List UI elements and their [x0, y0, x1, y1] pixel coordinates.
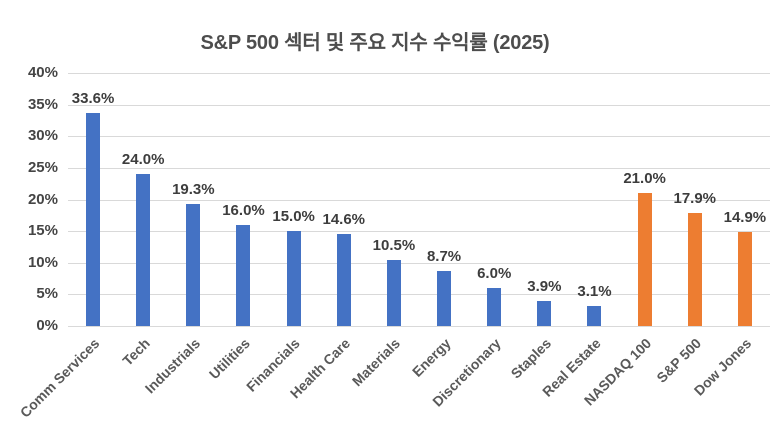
bar-discretionary: [487, 288, 502, 326]
value-label-utilities: 16.0%: [222, 201, 265, 219]
column-discretionary: 6.0% Discretionary: [429, 73, 519, 410]
plot-area: 33.6% Comm Services 24.0% Tech 19.3% Industri…: [17, 73, 770, 421]
y-axis-tick-label: 30%: [27, 127, 58, 145]
bar-staples: [537, 301, 552, 326]
chart-title: S&P 500 섹터 및 주요 지수 수익률 (2025): [200, 32, 550, 54]
bar-s-p-500: [687, 212, 702, 326]
column-materials: 10.5% Materials: [349, 73, 419, 390]
x-axis-label-energy: Energy: [408, 335, 454, 380]
x-axis-label-staples: Staples: [507, 335, 554, 382]
bar-financials: [286, 231, 301, 326]
gridline: [68, 231, 770, 233]
column-staples: 3.9% Staples: [507, 73, 569, 381]
value-label-financials: 15.0%: [272, 208, 315, 226]
y-axis-tick-label: 5%: [36, 285, 58, 303]
value-label-staples: 3.9%: [527, 278, 562, 296]
value-label-nasdaq-100: 21.0%: [623, 170, 666, 188]
value-label-health-care: 14.6%: [322, 210, 366, 228]
y-axis-tick-label: 0%: [36, 317, 58, 334]
value-label-dow-jones: 14.9%: [723, 208, 767, 226]
y-axis: 0% 5% 10% 15% 20% 25% 30% 35% 40%: [0, 65, 58, 334]
bar-tech: [136, 174, 151, 326]
x-axis-label-tech: Tech: [118, 335, 153, 369]
value-label-comm-services: 33.6%: [71, 90, 115, 108]
bar-nasdaq-100: [637, 193, 652, 326]
y-axis-tick-label: 10%: [27, 253, 58, 271]
y-axis-tick-label: 25%: [27, 158, 58, 176]
x-axis-label-utilities: Utilities: [205, 335, 253, 383]
gridline: [68, 73, 770, 74]
gridline: [68, 294, 770, 296]
bar-health-care: [336, 233, 351, 326]
column-real-estate: 3.1% Real Estate: [539, 73, 619, 399]
y-axis-tick-label: 15%: [27, 222, 58, 240]
bar-materials: [386, 259, 401, 326]
x-axis-label-comm-services: Comm Services: [16, 335, 103, 421]
y-axis-tick-label: 40%: [27, 64, 58, 81]
value-label-energy: 8.7%: [426, 247, 462, 265]
bar-utilities: [236, 224, 251, 326]
bar-comm-services: [86, 113, 101, 326]
bar-columns: 33.6% Comm Services 24.0% Tech 19.3% Industri…: [17, 73, 770, 420]
column-health-care: 14.6% Health Care: [287, 73, 369, 402]
value-label-tech: 24.0%: [121, 151, 165, 169]
bar-energy: [437, 270, 452, 326]
gridline: [68, 167, 770, 169]
value-label-real-estate: 3.1%: [577, 283, 612, 301]
value-label-discretionary: 6.0%: [477, 265, 512, 283]
value-label-materials: 10.5%: [372, 236, 416, 254]
gridline: [68, 199, 770, 201]
gridline: [68, 326, 770, 327]
x-axis-label-s-p-500: S&P 500: [653, 335, 705, 386]
y-axis-tick-label: 20%: [27, 190, 58, 208]
y-axis-tick-label: 35%: [27, 95, 58, 113]
bar-industrials: [186, 203, 201, 326]
column-s-p-500: 17.9% S&P 500: [653, 73, 720, 386]
value-label-s-p-500: 17.9%: [673, 189, 717, 207]
x-axis-label-materials: Materials: [348, 335, 404, 390]
column-dow-jones: 14.9% Dow Jones: [691, 73, 770, 399]
column-industrials: 19.3% Industrials: [141, 73, 218, 396]
column-nasdaq-100: 21.0% NASDAQ 100: [580, 73, 670, 408]
bar-dow-jones: [737, 231, 752, 326]
bar-real-estate: [587, 306, 602, 326]
column-comm-services: 33.6% Comm Services: [17, 73, 118, 420]
column-financials: 15.0% Financials: [243, 73, 319, 395]
column-energy: 8.7% Energy: [408, 73, 469, 380]
gridline: [68, 104, 770, 106]
gridline: [68, 136, 770, 138]
column-utilities: 16.0% Utilities: [206, 73, 268, 382]
value-label-industrials: 19.3%: [172, 180, 215, 198]
column-tech: 24.0% Tech: [118, 73, 168, 368]
gridline: [68, 262, 770, 264]
